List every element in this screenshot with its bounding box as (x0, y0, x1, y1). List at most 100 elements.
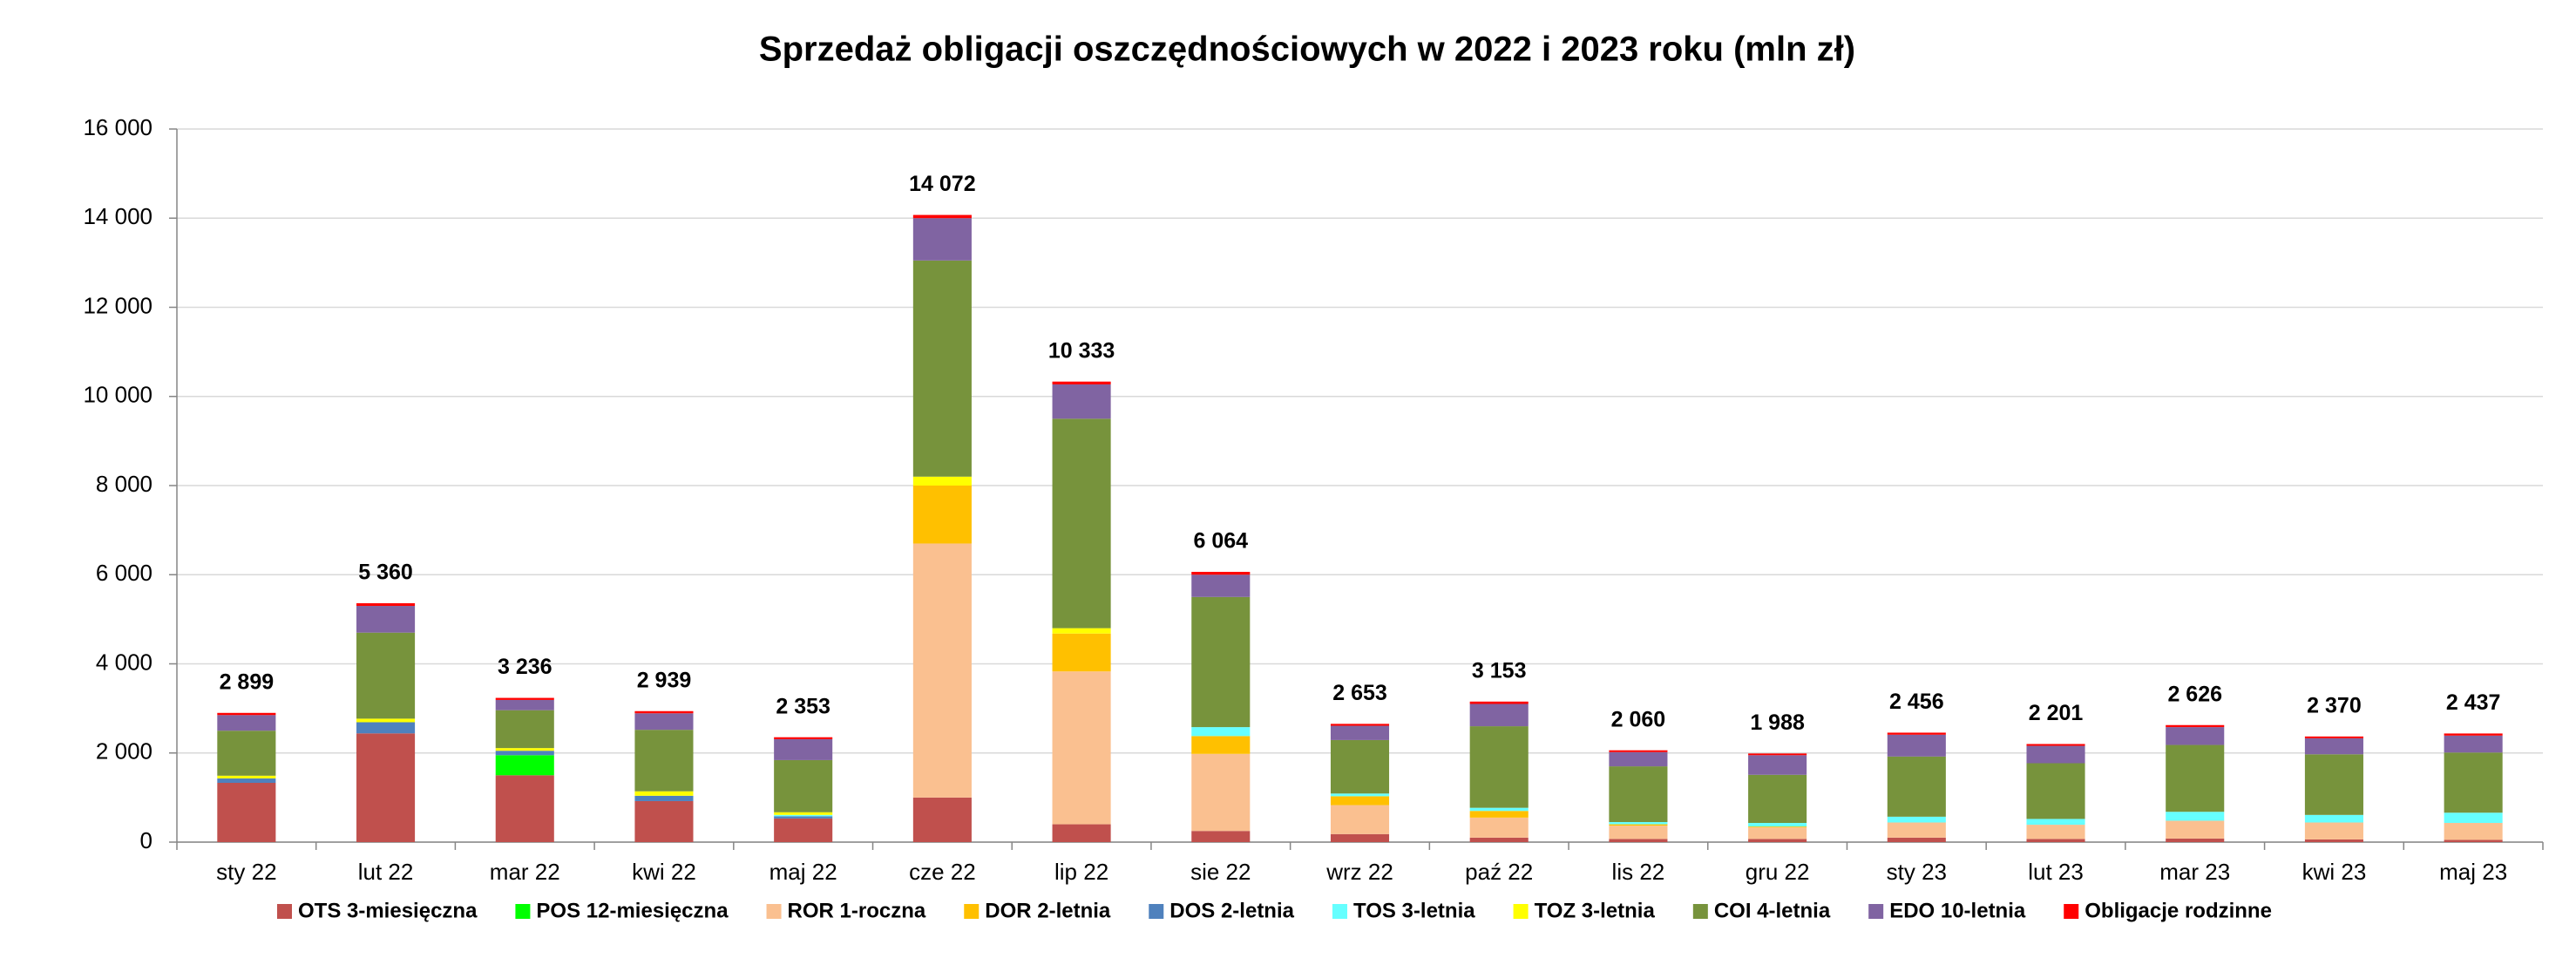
bar-segment (634, 791, 694, 796)
bar-segment (1330, 796, 1390, 805)
bar-segment (495, 748, 554, 751)
legend-label: POS 12-miesięczna (536, 899, 729, 922)
bar-segment (2444, 812, 2503, 824)
bar-segment (2026, 819, 2085, 826)
bar-segment (1330, 793, 1390, 797)
bar-segment (774, 738, 833, 760)
y-tick-label: 14 000 (83, 203, 153, 229)
bar-segment (1887, 822, 1946, 838)
bar-segment (217, 778, 276, 784)
legend-label: OTS 3-miesięczna (298, 899, 478, 922)
legend-swatch (1513, 904, 1529, 919)
bar-segment (356, 632, 416, 719)
bar-segment (2444, 823, 2503, 840)
legend-swatch (766, 904, 782, 919)
x-tick-label: paź 22 (1465, 859, 1533, 885)
y-tick-label: 12 000 (83, 292, 153, 318)
legend-label: DOS 2-letnia (1169, 899, 1294, 922)
bar-segment (1887, 756, 1946, 817)
bar-segment (634, 710, 694, 714)
x-tick-label: kwi 23 (2302, 859, 2367, 885)
chart-title: Sprzedaż obligacji oszczędnościowych w 2… (759, 31, 1855, 69)
bar-segment (912, 486, 972, 544)
bar-segment (2444, 839, 2503, 842)
bar-segment (1052, 384, 1111, 419)
x-tick-label: mar 22 (490, 859, 560, 885)
bar-segment (2444, 735, 2503, 753)
x-tick-label: lut 22 (358, 859, 414, 885)
legend-label: ROR 1-roczna (788, 899, 926, 922)
bar-segment (356, 718, 416, 723)
bar-segment (2304, 754, 2363, 815)
bar-segment (495, 699, 554, 710)
bar-segment (2166, 812, 2225, 821)
bar-segment (634, 800, 694, 842)
total-label: 5 360 (358, 561, 413, 585)
bar-segment (356, 733, 416, 842)
bar-segment (2026, 825, 2085, 839)
total-label: 2 060 (1611, 707, 1666, 731)
bar-segment (1191, 571, 1251, 575)
x-tick-label: gru 22 (1746, 859, 1810, 885)
bar-segment (1469, 704, 1529, 727)
bar-segment (217, 712, 276, 716)
total-label: 6 064 (1194, 529, 1249, 554)
total-label: 10 333 (1048, 338, 1115, 363)
legend-swatch (1149, 904, 1164, 919)
total-label: 2 437 (2446, 690, 2501, 715)
bar-segment (356, 606, 416, 633)
bar-segment (912, 260, 972, 477)
bar-segment (1609, 824, 1668, 826)
bar-segment (1052, 418, 1111, 629)
x-tick-label: kwi 22 (632, 859, 696, 885)
x-tick-label: sty 23 (1887, 859, 1947, 885)
bar-segment (217, 731, 276, 776)
bar-segment (774, 812, 833, 815)
bar-segment (2304, 737, 2363, 755)
legend-label: TOS 3-letnia (1353, 899, 1475, 922)
bar-segment (1052, 824, 1111, 842)
bar-segment (1748, 753, 1807, 756)
legend-label: DOR 2-letnia (985, 899, 1111, 922)
total-label: 2 939 (637, 668, 692, 692)
total-label: 2 370 (2307, 693, 2362, 717)
bar-segment (1609, 839, 1668, 842)
bar-segment (1469, 811, 1529, 818)
bar-segment (2166, 724, 2225, 728)
bar-segment (774, 814, 833, 817)
x-tick-label: lis 22 (1612, 859, 1665, 885)
bar-segment (912, 218, 972, 261)
bar-segment (495, 710, 554, 749)
legend-swatch (964, 904, 980, 919)
bar-segment (356, 722, 416, 734)
total-label: 3 236 (498, 655, 552, 679)
x-tick-label: lip 22 (1054, 859, 1108, 885)
total-label: 1 988 (1750, 710, 1805, 735)
bar-segment (2166, 727, 2225, 745)
bar-segment (2166, 820, 2225, 839)
y-tick-label: 10 000 (83, 382, 153, 408)
y-tick-label: 16 000 (83, 114, 153, 140)
bar-segment (1748, 823, 1807, 827)
bar-segment (2026, 839, 2085, 842)
bar-segment (1469, 837, 1529, 842)
bar-segment (495, 775, 554, 842)
bar-segment (1748, 755, 1807, 775)
legend-swatch (1332, 904, 1347, 919)
bar-segment (634, 713, 694, 731)
bar-segment (2304, 736, 2363, 738)
bar-segment (1330, 833, 1390, 842)
total-label: 2 899 (220, 670, 275, 694)
bar-segment (774, 759, 833, 812)
bar-segment (1191, 727, 1251, 737)
bar-segment (2026, 745, 2085, 764)
y-tick-label: 4 000 (96, 649, 153, 675)
bar-segment (1191, 596, 1251, 728)
bar-segment (1469, 807, 1529, 812)
x-tick-label: mar 23 (2159, 859, 2230, 885)
bar-segment (774, 816, 833, 819)
bar-segment (1330, 725, 1390, 740)
total-label: 2 353 (776, 694, 830, 718)
bar-segment (2166, 744, 2225, 812)
